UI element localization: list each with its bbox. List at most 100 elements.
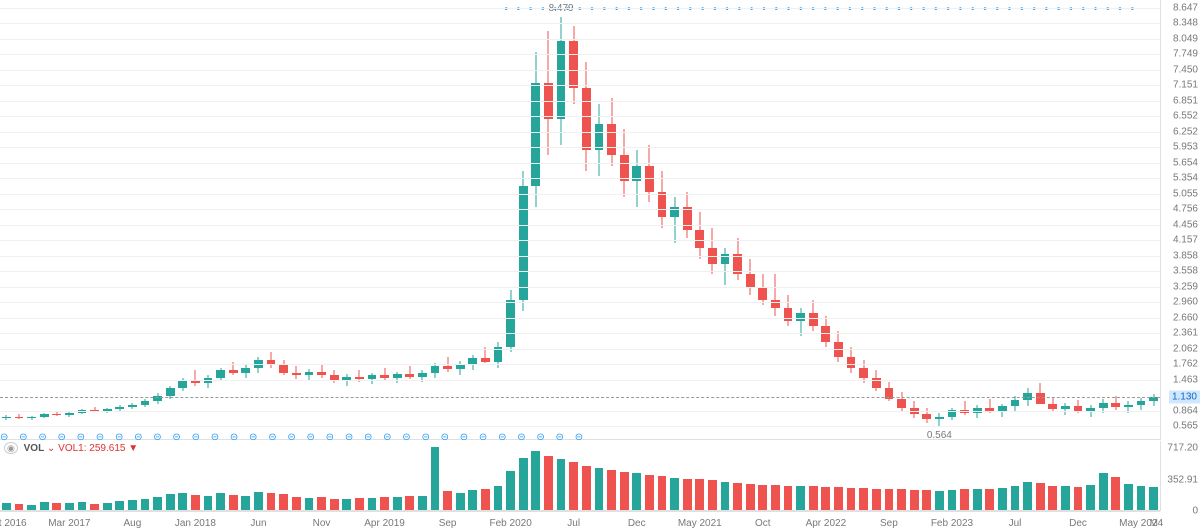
candle[interactable] [2, 415, 11, 420]
volume-bar[interactable] [582, 466, 591, 510]
volume-bar[interactable] [897, 489, 906, 510]
volume-bar[interactable] [544, 456, 553, 510]
candle[interactable] [569, 26, 578, 104]
volume-bar[interactable] [708, 480, 717, 510]
candle[interactable] [733, 238, 742, 279]
candle[interactable] [683, 192, 692, 239]
volume-bar[interactable] [380, 497, 389, 510]
volume-bar[interactable] [670, 478, 679, 510]
volume-bar[interactable] [78, 502, 87, 510]
candle[interactable] [1137, 398, 1146, 410]
volume-bar[interactable] [721, 482, 730, 510]
candle[interactable] [897, 392, 906, 411]
volume-bar[interactable] [103, 503, 112, 510]
volume-bar[interactable] [292, 497, 301, 510]
volume-bar[interactable] [128, 500, 137, 510]
volume-bar[interactable] [418, 496, 427, 510]
volume-bar[interactable] [166, 494, 175, 510]
candle[interactable] [191, 370, 200, 386]
candle[interactable] [40, 413, 49, 418]
volume-bar[interactable] [15, 504, 24, 510]
candle[interactable] [305, 369, 314, 381]
volume-bar[interactable] [758, 485, 767, 510]
volume-bar[interactable] [960, 489, 969, 510]
volume-bar[interactable] [178, 493, 187, 511]
candle[interactable] [1111, 396, 1120, 410]
candle[interactable] [141, 399, 150, 407]
candle[interactable] [431, 363, 440, 377]
volume-bar[interactable] [52, 503, 61, 510]
candle[interactable] [405, 366, 414, 378]
candle[interactable] [784, 295, 793, 326]
volume-bar[interactable] [229, 495, 238, 510]
volume-bar[interactable] [368, 498, 377, 510]
candle[interactable] [506, 290, 515, 352]
candle[interactable] [670, 197, 679, 244]
volume-bar[interactable] [279, 494, 288, 510]
volume-bar[interactable] [910, 490, 919, 510]
candle[interactable] [292, 366, 301, 378]
candle[interactable] [531, 52, 540, 207]
volume-bar[interactable] [1137, 486, 1146, 511]
volume-bar[interactable] [658, 476, 667, 510]
volume-bar[interactable] [973, 489, 982, 510]
candle[interactable] [216, 368, 225, 381]
candle[interactable] [241, 365, 250, 378]
candle[interactable] [128, 403, 137, 409]
volume-bar[interactable] [191, 495, 200, 510]
volume-bar[interactable] [948, 490, 957, 510]
volume-bar[interactable] [998, 488, 1007, 510]
volume-bar[interactable] [330, 499, 339, 510]
candle[interactable] [746, 259, 755, 295]
candle[interactable] [393, 372, 402, 383]
candle[interactable] [708, 228, 717, 275]
volume-bar[interactable] [216, 493, 225, 510]
candle[interactable] [935, 413, 944, 426]
volume-bar[interactable] [241, 496, 250, 510]
volume-bar[interactable] [519, 458, 528, 511]
volume-bar[interactable] [885, 489, 894, 510]
candle[interactable] [557, 17, 566, 145]
candle[interactable] [960, 401, 969, 415]
volume-bar[interactable] [405, 496, 414, 510]
volume-bar[interactable] [847, 488, 856, 510]
volume-bar[interactable] [468, 490, 477, 510]
candle[interactable] [1011, 396, 1020, 412]
volume-bar[interactable] [65, 503, 74, 510]
candle[interactable] [544, 31, 553, 155]
volume-bar[interactable] [985, 489, 994, 510]
volume-bar[interactable] [456, 493, 465, 511]
price-y-axis[interactable]: 1.130 8.6478.3488.0497.7497.4507.1516.85… [1160, 0, 1200, 440]
candle[interactable] [758, 274, 767, 305]
volume-bar[interactable] [771, 485, 780, 510]
volume-bar[interactable] [1111, 477, 1120, 510]
volume-bar[interactable] [595, 468, 604, 510]
volume-bar[interactable] [267, 493, 276, 510]
volume-bar[interactable] [569, 462, 578, 510]
candle[interactable] [809, 300, 818, 331]
candle[interactable] [834, 331, 843, 362]
volume-bar[interactable] [557, 459, 566, 510]
volume-bar[interactable] [683, 479, 692, 511]
volume-bar[interactable] [40, 502, 49, 510]
volume-bar[interactable] [481, 489, 490, 510]
volume-bar[interactable] [153, 497, 162, 510]
candle[interactable] [153, 393, 162, 403]
volume-bar[interactable] [254, 492, 263, 510]
volume-bar[interactable] [506, 471, 515, 510]
candle[interactable] [695, 212, 704, 259]
time-x-axis[interactable]: M Oct 2016Mar 2017AugJan 2018JunNovApr 2… [0, 511, 1160, 531]
volume-bar[interactable] [796, 486, 805, 510]
candle[interactable] [1048, 398, 1057, 412]
volume-bar[interactable] [620, 472, 629, 511]
volume-bar[interactable] [695, 479, 704, 510]
chevron-down-icon[interactable]: ⌄ [47, 443, 55, 454]
volume-y-axis[interactable]: 717.20352.910 [1160, 441, 1200, 511]
candle[interactable] [380, 368, 389, 381]
volume-bar[interactable] [632, 473, 641, 510]
candle[interactable] [27, 416, 36, 420]
candle[interactable] [468, 355, 477, 371]
volume-bar[interactable] [1099, 473, 1108, 510]
volume-bar[interactable] [1124, 484, 1133, 510]
horizontal-price-line[interactable] [0, 397, 1160, 398]
